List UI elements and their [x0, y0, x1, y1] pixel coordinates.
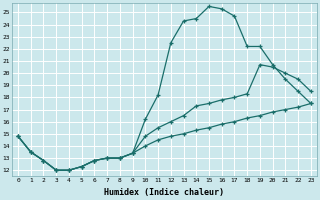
X-axis label: Humidex (Indice chaleur): Humidex (Indice chaleur) [104, 188, 224, 197]
